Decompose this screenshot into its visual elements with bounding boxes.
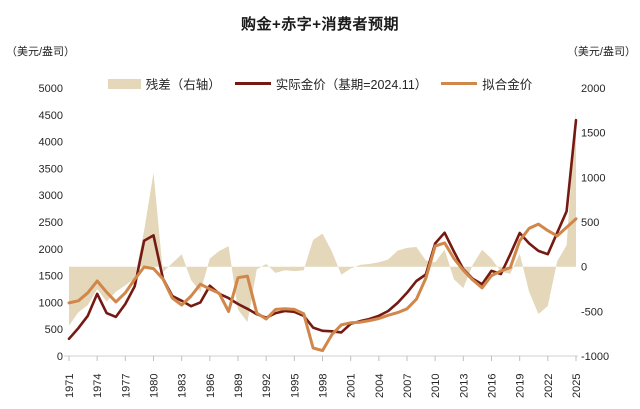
svg-text:2016: 2016	[487, 374, 499, 398]
svg-text:4500: 4500	[39, 110, 63, 122]
residual-area-swatch	[107, 78, 141, 89]
svg-text:1500: 1500	[39, 271, 63, 283]
series-residual-area	[69, 110, 576, 326]
svg-text:5000: 5000	[39, 83, 63, 95]
svg-text:0: 0	[57, 351, 63, 363]
svg-text:1000: 1000	[39, 297, 63, 309]
legend-item-actual: 实际金价（基期=2024.11）	[234, 74, 428, 93]
svg-text:1989: 1989	[233, 374, 245, 398]
svg-text:1992: 1992	[261, 374, 273, 398]
svg-text:2007: 2007	[402, 374, 414, 398]
svg-text:1995: 1995	[289, 374, 301, 398]
svg-text:3000: 3000	[39, 190, 63, 202]
svg-text:1980: 1980	[149, 374, 161, 398]
series-fitted-line	[67, 217, 578, 353]
svg-text:1977: 1977	[120, 374, 132, 398]
right-axis-unit-label: （美元/盎司）	[566, 46, 636, 58]
svg-text:2022: 2022	[543, 374, 555, 398]
legend: 残差（右轴） 实际金价（基期=2024.11） 拟合金价	[0, 74, 640, 93]
svg-text:2019: 2019	[515, 374, 527, 398]
svg-text:1986: 1986	[205, 374, 217, 398]
svg-text:1974: 1974	[92, 374, 104, 398]
svg-text:-500: -500	[581, 306, 603, 318]
svg-text:2004: 2004	[374, 374, 386, 398]
x-axis-labels: 1971 1974 1977 1980 1983 1986 1989 1992 1995 1998…	[64, 374, 583, 398]
svg-text:0: 0	[581, 262, 587, 274]
svg-text:2010: 2010	[430, 374, 442, 398]
svg-text:3500: 3500	[39, 163, 63, 175]
y-axis-right-labels: 2000 1500 1000 500 0 -500 -1000	[581, 83, 609, 363]
svg-text:500: 500	[45, 324, 63, 336]
svg-text:-1000: -1000	[581, 351, 609, 363]
svg-text:2025: 2025	[571, 374, 583, 398]
left-axis-unit-label: （美元/盎司）	[6, 46, 76, 58]
legend-label-residual: 残差（右轴）	[145, 78, 221, 92]
svg-text:4000: 4000	[39, 137, 63, 149]
svg-text:2001: 2001	[346, 374, 358, 398]
legend-label-fitted: 拟合金价	[482, 78, 533, 92]
svg-text:1983: 1983	[177, 374, 189, 398]
svg-text:1998: 1998	[318, 374, 330, 398]
chart-title: 购金+赤字+消费者预期	[240, 16, 400, 33]
svg-text:1971: 1971	[64, 374, 76, 398]
fitted-line-swatch	[441, 82, 478, 85]
svg-text:2013: 2013	[458, 374, 470, 398]
svg-text:1500: 1500	[581, 128, 605, 140]
legend-item-residual: 残差（右轴）	[107, 74, 221, 93]
legend-label-actual: 实际金价（基期=2024.11）	[275, 78, 428, 92]
series-actual-line	[67, 118, 578, 341]
svg-text:500: 500	[581, 217, 599, 229]
svg-text:2000: 2000	[581, 83, 605, 95]
legend-item-fitted: 拟合金价	[441, 74, 532, 93]
svg-text:1000: 1000	[581, 172, 605, 184]
svg-text:2500: 2500	[39, 217, 63, 229]
actual-line-swatch	[234, 82, 271, 85]
x-axis-ticks	[68, 356, 577, 361]
svg-text:2000: 2000	[39, 244, 63, 256]
